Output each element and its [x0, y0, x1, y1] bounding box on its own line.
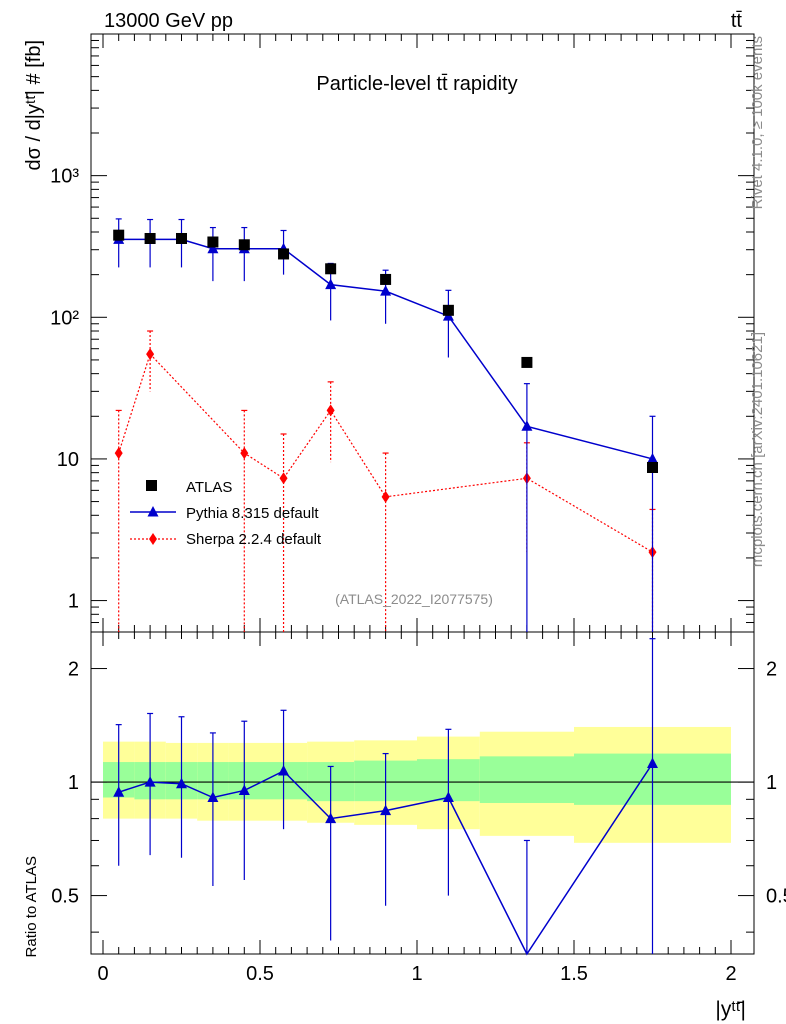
pythia-point — [207, 242, 219, 254]
pythia-ratio-point — [113, 786, 125, 797]
atlas-point — [442, 304, 454, 316]
legend-atlas-marker — [146, 480, 157, 491]
analysis-id-label: (ATLAS_2022_I2077575) — [335, 591, 493, 607]
x-tick-label: 0.5 — [246, 963, 274, 985]
sherpa-point — [279, 472, 288, 485]
x-tick-label: 0 — [97, 963, 108, 985]
atlas-point — [278, 248, 290, 260]
energy-label: 13000 GeV pp — [104, 10, 233, 32]
pythia-point — [647, 452, 658, 464]
ratio-y-tick-label-right: 2 — [766, 659, 777, 681]
x-tick-label: 2 — [725, 963, 736, 985]
ratio-y-tick-label: 0.5 — [51, 886, 79, 908]
legend-sherpa-marker — [149, 533, 157, 545]
legend-atlas-label: ATLAS — [186, 479, 232, 496]
ratio-y-tick-label: 1 — [68, 772, 79, 794]
atlas-point — [238, 239, 250, 251]
pythia-point — [325, 278, 337, 290]
sherpa-point — [240, 447, 249, 460]
main-series-layer — [113, 218, 658, 632]
pythia-ratio-point — [442, 791, 454, 803]
legend: ATLAS Pythia 8.315 default Sherpa 2.2.4 … — [130, 479, 322, 548]
ratio-y-tick-label: 2 — [68, 659, 79, 681]
atlas-point — [325, 263, 337, 275]
pythia-ratio-point — [144, 776, 156, 787]
main-y-tick-label: 10² — [50, 307, 79, 329]
process-label: tt̄ — [731, 10, 743, 32]
x-tick-label: 1 — [411, 963, 422, 985]
rivet-version-label: Rivet 4.1.0, ≥ 100k events — [749, 36, 766, 209]
ratio-plot-frame — [90, 631, 755, 955]
sherpa-point — [326, 404, 335, 417]
atlas-point — [176, 232, 187, 244]
atlas-point — [647, 461, 658, 473]
sherpa-point — [146, 348, 155, 361]
atlas-point — [144, 232, 156, 244]
main-y-axis-label: dσ / d|yᵗᵗ̄| # [fb] — [23, 40, 45, 170]
mcplots-label: mcplots.cern.ch [arXiv:2401.10621] — [749, 332, 766, 567]
legend-sherpa-label: Sherpa 2.2.4 default — [186, 531, 322, 548]
atlas-point — [380, 273, 392, 285]
main-y-tick-label: 10 — [57, 449, 79, 471]
ratio-series-layer — [113, 638, 658, 956]
sherpa-point — [114, 447, 123, 460]
main-y-tick-label: 10³ — [50, 166, 79, 188]
atlas-point — [521, 356, 533, 368]
ratio-y-tick-label-right: 0.5 — [766, 886, 786, 908]
pythia-ratio-point — [176, 777, 187, 789]
legend-pythia-label: Pythia 8.315 default — [186, 505, 319, 522]
ratio-y-tick-label-right: 1 — [766, 772, 777, 794]
x-axis-label: |yᵗᵗ̄| — [715, 998, 746, 1021]
ratio-band-inner — [479, 756, 574, 804]
plot-title: Particle-level tt̄ rapidity — [316, 73, 517, 95]
atlas-point — [113, 229, 125, 241]
pythia-ratio-point — [278, 764, 290, 776]
pythia-ratio-point — [325, 812, 337, 824]
legend-pythia-marker — [147, 506, 159, 517]
ratio-uncertainty-bands — [103, 726, 731, 843]
pythia-ratio-point — [238, 784, 250, 795]
ratio-y-axis-label: Ratio to ATLAS — [23, 856, 40, 957]
sherpa-point — [381, 490, 390, 503]
x-tick-label: 1.5 — [560, 963, 588, 985]
atlas-point — [207, 236, 219, 248]
pythia-point — [380, 285, 392, 296]
sherpa-line — [118, 352, 653, 553]
pythia-ratio-point — [647, 757, 658, 769]
pythia-ratio-point — [380, 804, 392, 816]
main-y-tick-label: 1 — [68, 591, 79, 613]
pythia-point — [521, 420, 533, 431]
pythia-ratio-point — [207, 791, 219, 803]
main-axis-ticks — [91, 34, 754, 633]
